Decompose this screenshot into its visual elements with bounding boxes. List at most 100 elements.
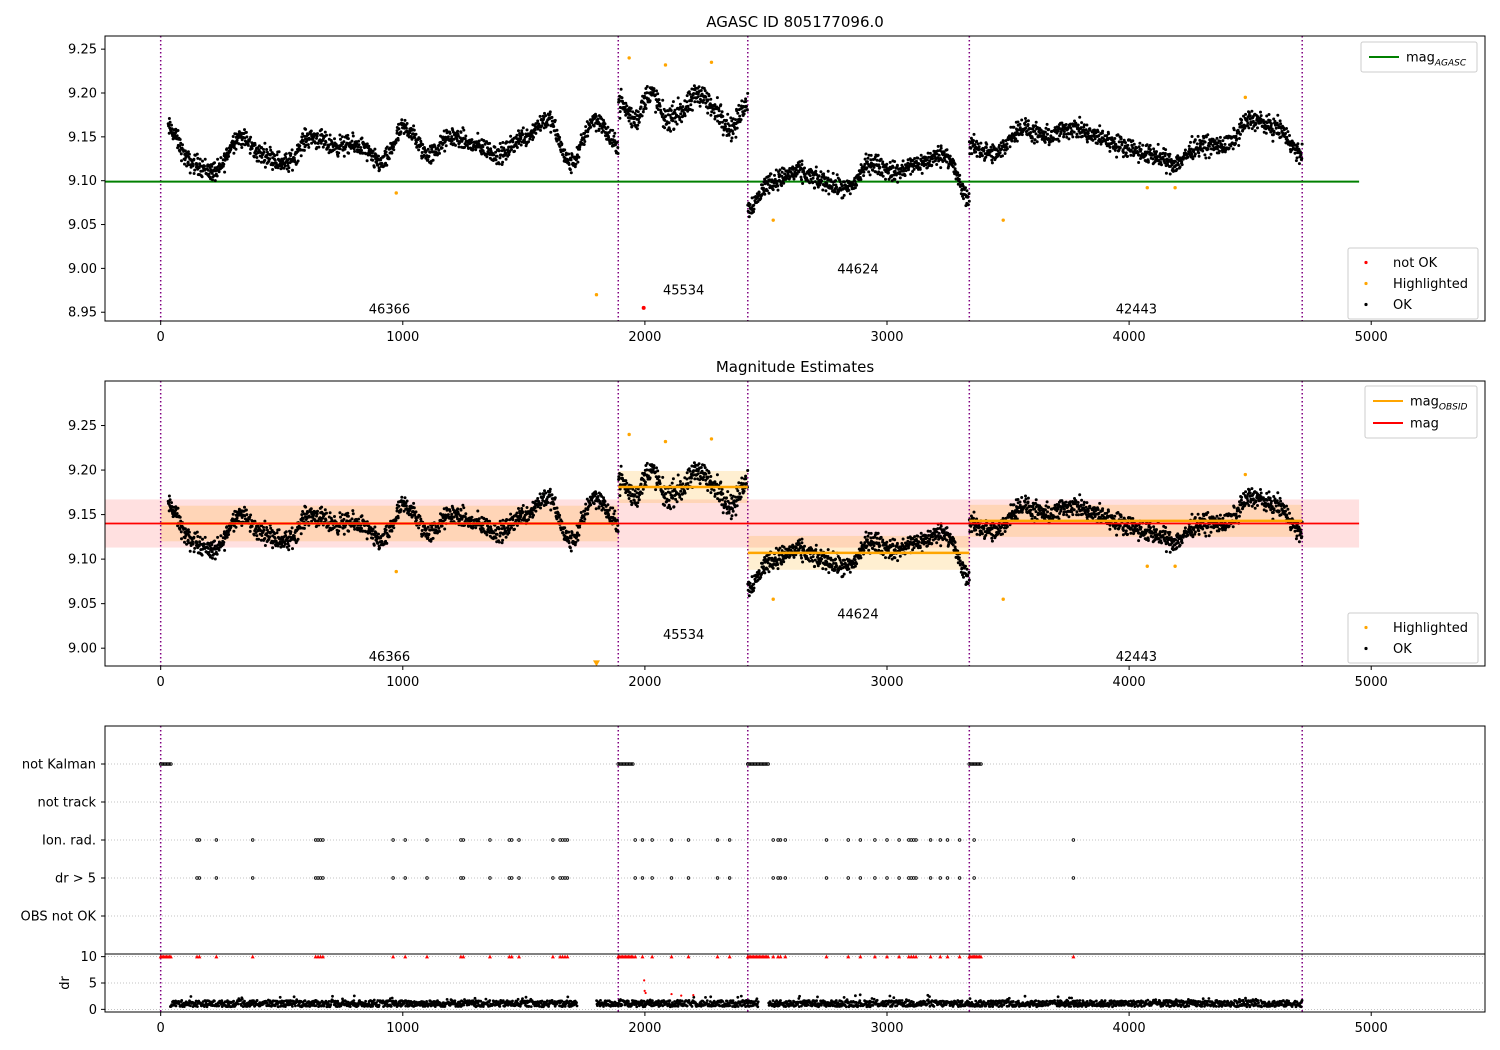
mag-ok-point (414, 518, 418, 522)
agasc-ok-point (773, 173, 776, 177)
agasc-ok-point (437, 148, 441, 152)
agasc-ok-point (729, 116, 733, 120)
agasc-ok-point (485, 155, 489, 159)
agasc-ok-point (465, 144, 469, 147)
mag-ok-point (521, 504, 525, 507)
agasc-ok-point (330, 140, 334, 144)
agasc-ok-point (450, 139, 454, 143)
agasc-ok-point (1187, 144, 1191, 148)
agasc-ok-point (615, 140, 619, 144)
agasc-ok-point (773, 177, 777, 181)
mag-ok-point (676, 473, 680, 477)
agasc-ok-point (1223, 142, 1227, 146)
agasc-ok-point (1020, 118, 1024, 122)
mag-y-tick-label: 9.25 (68, 419, 97, 434)
agasc-ok-point (896, 180, 900, 184)
agasc-ok-point (583, 131, 587, 135)
mag-ok-point (655, 466, 658, 470)
agasc-ok-point (799, 175, 803, 179)
agasc-ok-point (948, 154, 952, 158)
agasc-ok-point (1078, 115, 1082, 119)
agasc-ok-point (1197, 151, 1201, 155)
agasc-ok-point (338, 147, 342, 151)
agasc-ok-point (628, 113, 632, 117)
agasc-ok-point (1274, 126, 1278, 130)
mag-ok-point (260, 534, 264, 537)
agasc-ok-point (893, 160, 897, 163)
agasc-ok-point (382, 154, 386, 158)
agasc-ok-point (1284, 132, 1287, 135)
agasc-ok-point (637, 118, 640, 122)
mag-ok-point (443, 527, 447, 531)
agasc-ok-point (989, 145, 993, 149)
agasc-ok-point (863, 162, 867, 166)
mag-ok-point (198, 535, 202, 539)
agasc-ok-point (227, 154, 231, 158)
agasc-ok-point (286, 161, 290, 165)
agasc-ok-point (1155, 150, 1158, 154)
agasc-ok-point (965, 189, 969, 193)
agasc-ok-point (546, 123, 550, 127)
agasc-ok-point (211, 178, 214, 182)
agasc-ok-point (377, 154, 380, 158)
agasc-ok-point (813, 180, 817, 184)
agasc-ok-point (207, 172, 211, 176)
agasc-ok-point (898, 172, 902, 176)
agasc-ok-point (867, 153, 871, 157)
agasc-ok-point (1156, 142, 1160, 146)
mag-ok-point (635, 504, 639, 508)
agasc-ok-point (351, 143, 355, 147)
agasc-ok-point (448, 132, 452, 135)
agasc-ok-point (835, 173, 839, 177)
agasc-ok-point (716, 119, 720, 123)
agasc-ok-point (309, 129, 313, 133)
agasc-ok-point (249, 135, 253, 139)
agasc-ok-point (1240, 118, 1244, 122)
agasc-ok-point (357, 139, 361, 143)
agasc-ok-point (628, 109, 632, 113)
agasc-ok-point (324, 140, 328, 144)
agasc-ok-point (200, 175, 204, 179)
agasc-ok-point (1244, 112, 1248, 116)
agasc-ok-point (797, 170, 801, 174)
agasc-ok-point (481, 145, 485, 149)
agasc-ok-point (793, 170, 797, 174)
mag-ok-point (576, 538, 580, 542)
agasc-ok-point (814, 165, 818, 169)
agasc-x-tick-label: 3000 (870, 330, 903, 345)
agasc-ok-point (985, 142, 989, 146)
agasc-ok-point (437, 143, 441, 147)
agasc-ok-point (800, 163, 804, 166)
agasc-ok-point (721, 114, 725, 118)
agasc-ok-point (865, 166, 869, 170)
agasc-ok-point (206, 168, 210, 172)
agasc-ok-point (655, 89, 658, 93)
agasc-ok-point (364, 152, 368, 156)
mag-ok-point (179, 530, 183, 534)
agasc-ok-point (654, 110, 658, 114)
agasc-ok-point (217, 170, 221, 174)
agasc-ok-point (419, 139, 423, 143)
agasc-ok-point (1045, 122, 1049, 126)
agasc-ok-point (1190, 135, 1194, 138)
agasc-ok-point (918, 167, 922, 171)
agasc-x-tick-label: 5000 (1355, 330, 1388, 345)
mag-ok-point (627, 497, 631, 500)
mag-ok-point (685, 477, 689, 481)
mag-ok-point (586, 512, 590, 516)
agasc-ok-point (1246, 121, 1250, 125)
agasc-ok-point (734, 135, 738, 139)
agasc-ok-point (313, 141, 317, 145)
agasc-ok-point (930, 163, 934, 167)
agasc-ok-point (725, 118, 728, 122)
agasc-ok-point (1034, 120, 1038, 124)
agasc-ok-point (459, 130, 463, 134)
agasc-ok-point (252, 155, 256, 159)
agasc-ok-point (767, 191, 771, 195)
agasc-ok-point (648, 99, 652, 103)
mag-ok-point (497, 527, 501, 531)
agasc-ok-point (631, 110, 635, 114)
agasc-ok-point (762, 186, 765, 190)
agasc-ok-point (371, 158, 375, 162)
agasc-ok-point (342, 140, 346, 144)
